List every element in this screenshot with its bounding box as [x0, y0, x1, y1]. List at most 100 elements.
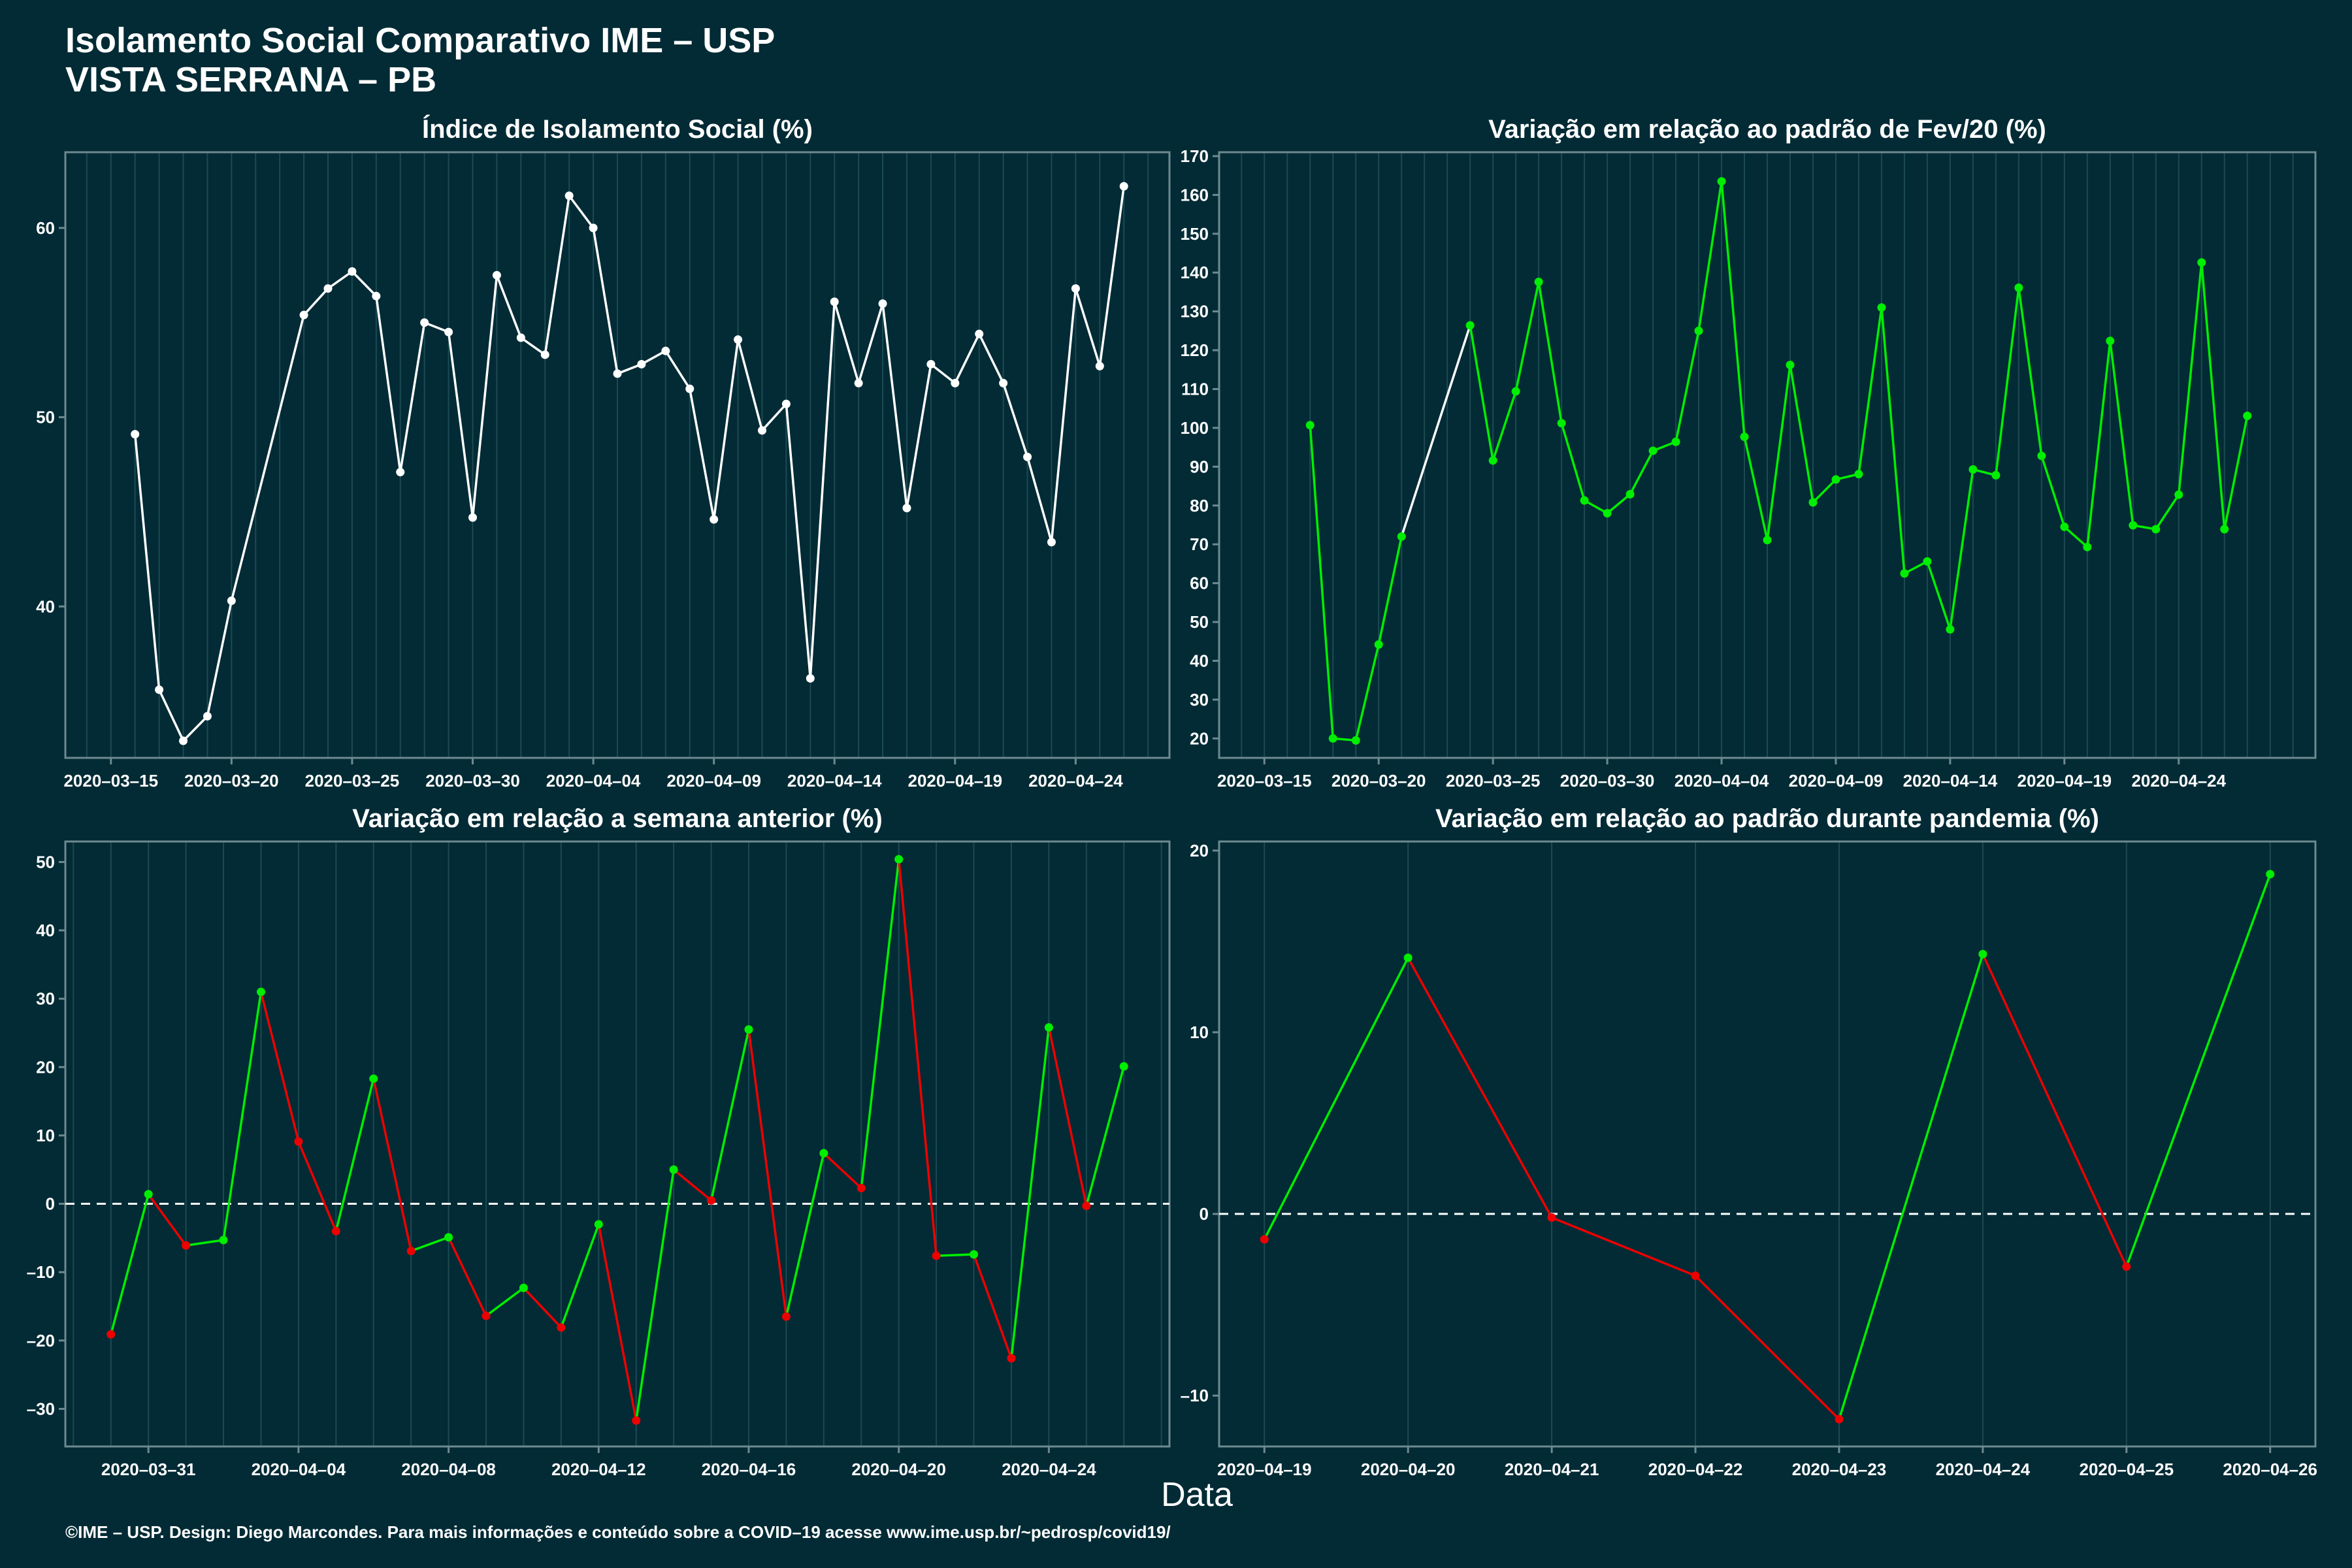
data-point: [951, 378, 960, 387]
data-point: [1946, 625, 1955, 634]
y-tick-label: 160: [1181, 185, 1209, 204]
series-segment: [2155, 494, 2180, 530]
series-segment: [747, 1029, 788, 1317]
data-point: [203, 711, 212, 721]
series-segment: [1694, 1275, 1840, 1420]
data-point: [131, 430, 140, 439]
data-point: [744, 1025, 753, 1034]
data-point: [1854, 470, 1863, 479]
data-point: [1044, 1023, 1053, 1032]
data-point: [256, 987, 265, 996]
data-point: [492, 270, 501, 280]
feb-variation-chart: Variação em relação ao padrão de Fev/20 …: [1181, 115, 2317, 791]
data-point: [2122, 1262, 2131, 1271]
series-segment: [1074, 288, 1101, 367]
x-tick-label: 2020–03–30: [425, 771, 520, 791]
series-segment: [823, 1152, 862, 1189]
x-tick-label: 2020–04–04: [1674, 771, 1769, 791]
series-segment: [634, 1169, 675, 1421]
series-segment: [206, 600, 233, 717]
series-segment: [182, 715, 208, 742]
x-tick-label: 2020–04–24: [2131, 771, 2226, 791]
x-tick-label: 2020–04–19: [1217, 1460, 1312, 1479]
data-point: [155, 685, 164, 694]
data-point: [669, 1165, 678, 1174]
y-tick-label: 0: [1200, 1204, 1209, 1224]
main-subtitle: VISTA SERRANA – PB: [65, 60, 436, 99]
panel-title: Variação em relação ao padrão de Fev/20 …: [1488, 115, 2046, 144]
plot-frame: [64, 151, 1171, 759]
data-point: [1877, 303, 1886, 312]
data-point: [970, 1250, 979, 1259]
data-point: [1511, 387, 1520, 396]
data-point: [710, 515, 719, 524]
series-segment: [761, 403, 787, 432]
series-segment: [471, 275, 498, 518]
data-point: [1095, 361, 1104, 370]
data-point: [331, 1226, 340, 1235]
y-tick-label: 40: [36, 921, 55, 940]
plot-frame: [1218, 840, 2317, 1448]
series-segment: [1400, 325, 1471, 537]
series-segment: [147, 1193, 188, 1247]
series-segment: [736, 339, 764, 431]
x-tick-label: 2020–03–30: [1560, 771, 1655, 791]
data-point: [1808, 498, 1818, 507]
data-point: [564, 191, 574, 201]
series-segment: [1606, 493, 1631, 514]
series-segment: [978, 333, 1005, 384]
y-tick-label: 10: [1190, 1022, 1209, 1042]
x-tick-label: 2020–04–20: [1361, 1460, 1456, 1479]
data-point: [1991, 470, 2001, 480]
series-segment: [2178, 262, 2203, 495]
data-point: [1119, 1062, 1128, 1071]
data-point: [1763, 536, 1772, 545]
data-point: [902, 504, 911, 513]
series-segment: [1743, 436, 1769, 541]
data-point: [781, 399, 791, 408]
series-segment: [592, 227, 619, 374]
y-tick-label: 100: [1181, 418, 1209, 438]
series-segment: [1584, 499, 1608, 515]
x-tick-label: 2020–04–16: [702, 1460, 796, 1479]
series-segment: [617, 363, 642, 375]
series-segment: [523, 1287, 563, 1329]
data-point: [1328, 734, 1337, 743]
series-segment: [1354, 644, 1380, 741]
plot-frame: [1218, 151, 2317, 759]
series-segment: [335, 1078, 375, 1232]
x-tick-label: 2020–04–14: [787, 771, 882, 791]
y-tick-label: 30: [1190, 690, 1209, 710]
series-segment: [448, 1237, 487, 1316]
data-point: [1119, 182, 1128, 191]
data-point: [830, 297, 839, 306]
series-segment: [2125, 874, 2272, 1267]
y-tick-label: 30: [36, 989, 55, 1009]
series-segment: [399, 322, 426, 472]
data-point: [2151, 525, 2161, 534]
data-point: [1625, 490, 1635, 499]
data-point: [894, 855, 904, 864]
data-point: [106, 1330, 116, 1339]
series-segment: [2040, 455, 2066, 527]
x-tick-label: 2020–04–09: [666, 771, 761, 791]
series-segment: [1377, 536, 1403, 645]
data-point: [632, 1416, 641, 1425]
series-segment: [351, 270, 378, 297]
series-segment: [133, 434, 161, 690]
series-segment: [930, 363, 956, 384]
series-segment: [906, 364, 932, 508]
y-tick-label: 50: [1190, 612, 1209, 632]
series-segment: [1050, 288, 1077, 542]
data-point: [444, 327, 453, 336]
series-segment: [259, 991, 300, 1142]
data-point: [182, 1241, 191, 1250]
data-point: [757, 426, 766, 435]
data-point: [1397, 532, 1406, 541]
series-segment: [297, 1141, 337, 1232]
data-point: [734, 335, 743, 344]
series-segment: [520, 336, 546, 356]
data-point: [1691, 1271, 1700, 1281]
data-point: [1007, 1354, 1016, 1363]
